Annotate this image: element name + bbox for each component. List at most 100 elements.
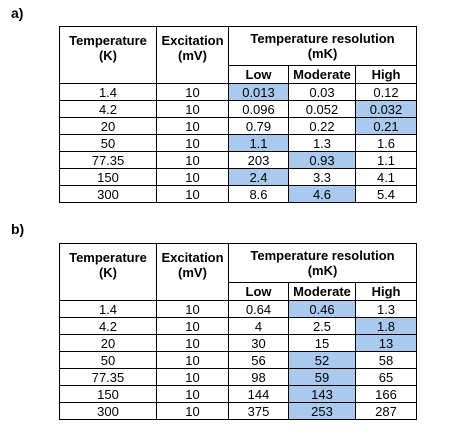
low-cell: 56 — [228, 351, 289, 369]
moderate-header: Moderate — [288, 65, 356, 84]
temperature-header-title: Temperature — [69, 33, 147, 48]
table-row: 300 10 8.6 4.6 5.4 — [59, 185, 418, 203]
temperature-header: Temperature (K) — [59, 26, 157, 84]
low-cell: 203 — [228, 151, 289, 169]
high-header: High — [354, 282, 418, 301]
table-row: 1.4 10 0.013 0.03 0.12 — [59, 83, 418, 101]
moderate-cell: 52 — [288, 351, 356, 369]
temperature-cell: 77.35 — [59, 368, 157, 386]
moderate-cell: 143 — [288, 385, 356, 403]
excitation-cell: 10 — [156, 134, 229, 152]
excitation-cell: 10 — [156, 317, 229, 335]
resolution-header-title: Temperature resolution — [250, 248, 395, 264]
high-cell: 13 — [354, 334, 418, 352]
excitation-header-title: Excitation — [161, 250, 224, 265]
table-row: 4.2 10 4 2.5 1.8 — [59, 317, 418, 335]
low-cell: 144 — [228, 385, 289, 403]
table-row: 50 10 1.1 1.3 1.6 — [59, 134, 418, 152]
table-row: 150 10 2.4 3.3 4.1 — [59, 168, 418, 186]
temperature-cell: 4.2 — [59, 317, 157, 335]
high-cell: 58 — [354, 351, 418, 369]
table-row: 150 10 144 143 166 — [59, 385, 418, 403]
temperature-cell: 1.4 — [59, 83, 157, 101]
moderate-header: Moderate — [288, 282, 356, 301]
low-header: Low — [228, 65, 289, 84]
high-cell: 1.3 — [354, 300, 418, 318]
high-cell: 0.12 — [354, 83, 418, 101]
resolution-header-unit: (mK) — [307, 46, 338, 62]
low-cell: 8.6 — [228, 185, 289, 203]
excitation-cell: 10 — [156, 100, 229, 118]
moderate-cell: 15 — [288, 334, 356, 352]
table-row: 20 10 0.79 0.22 0.21 — [59, 117, 418, 135]
high-cell: 0.21 — [354, 117, 418, 135]
low-cell: 30 — [228, 334, 289, 352]
high-cell: 166 — [354, 385, 418, 403]
high-cell: 1.1 — [354, 151, 418, 169]
moderate-cell: 4.6 — [288, 185, 356, 203]
table-body-b: 1.4 10 0.64 0.46 1.3 4.2 10 4 2.5 1.8 20 10 30 15 13 50… — [59, 300, 418, 420]
resolution-table-a: Temperature (K) Excitation (mV) Temperat… — [59, 25, 418, 203]
moderate-cell: 3.3 — [288, 168, 356, 186]
excitation-cell: 10 — [156, 368, 229, 386]
moderate-cell: 0.22 — [288, 117, 356, 135]
moderate-cell: 0.46 — [288, 300, 356, 318]
excitation-header-unit: (mV) — [178, 48, 207, 63]
temperature-cell: 150 — [59, 385, 157, 403]
moderate-cell: 2.5 — [288, 317, 356, 335]
high-cell: 4.1 — [354, 168, 418, 186]
excitation-header-unit: (mV) — [178, 265, 207, 280]
moderate-cell: 253 — [288, 402, 356, 420]
excitation-cell: 10 — [156, 185, 229, 203]
temperature-cell: 4.2 — [59, 100, 157, 118]
excitation-cell: 10 — [156, 334, 229, 352]
temperature-cell: 150 — [59, 168, 157, 186]
moderate-cell: 59 — [288, 368, 356, 386]
temperature-cell: 300 — [59, 402, 157, 420]
low-cell: 2.4 — [228, 168, 289, 186]
temperature-header: Temperature (K) — [59, 243, 157, 301]
high-header: High — [354, 65, 418, 84]
excitation-header: Excitation (mV) — [156, 243, 229, 301]
excitation-header: Excitation (mV) — [156, 26, 229, 84]
temperature-header-unit: (K) — [98, 265, 118, 280]
excitation-cell: 10 — [156, 168, 229, 186]
panel-label-a: a) — [11, 5, 24, 21]
excitation-cell: 10 — [156, 300, 229, 318]
resolution-table-b: Temperature (K) Excitation (mV) Temperat… — [59, 242, 418, 420]
low-cell: 98 — [228, 368, 289, 386]
temperature-header-unit: (K) — [98, 48, 118, 63]
resolution-header: Temperature resolution (mK) — [227, 25, 418, 67]
low-cell: 4 — [228, 317, 289, 335]
moderate-cell: 1.3 — [288, 134, 356, 152]
high-cell: 1.8 — [354, 317, 418, 335]
low-cell: 0.79 — [228, 117, 289, 135]
resolution-header: Temperature resolution (mK) — [227, 242, 418, 284]
high-cell: 287 — [354, 402, 418, 420]
table-row: 20 10 30 15 13 — [59, 334, 418, 352]
high-cell: 0.032 — [354, 100, 418, 118]
table-row: 1.4 10 0.64 0.46 1.3 — [59, 300, 418, 318]
table-row: 300 10 375 253 287 — [59, 402, 418, 420]
excitation-cell: 10 — [156, 385, 229, 403]
excitation-header-title: Excitation — [161, 33, 224, 48]
excitation-cell: 10 — [156, 351, 229, 369]
excitation-cell: 10 — [156, 402, 229, 420]
low-cell: 1.1 — [228, 134, 289, 152]
table-row: 50 10 56 52 58 — [59, 351, 418, 369]
excitation-cell: 10 — [156, 117, 229, 135]
low-header: Low — [228, 282, 289, 301]
resolution-header-unit: (mK) — [307, 263, 338, 279]
table-row: 77.35 10 98 59 65 — [59, 368, 418, 386]
table-row: 77.35 10 203 0.93 1.1 — [59, 151, 418, 169]
high-cell: 65 — [354, 368, 418, 386]
low-cell: 375 — [228, 402, 289, 420]
resolution-header-title: Temperature resolution — [250, 31, 395, 47]
temperature-cell: 1.4 — [59, 300, 157, 318]
panel-label-b: b) — [11, 221, 25, 237]
high-cell: 5.4 — [354, 185, 418, 203]
temperature-header-title: Temperature — [69, 250, 147, 265]
temperature-cell: 50 — [59, 351, 157, 369]
excitation-cell: 10 — [156, 151, 229, 169]
temperature-cell: 20 — [59, 334, 157, 352]
